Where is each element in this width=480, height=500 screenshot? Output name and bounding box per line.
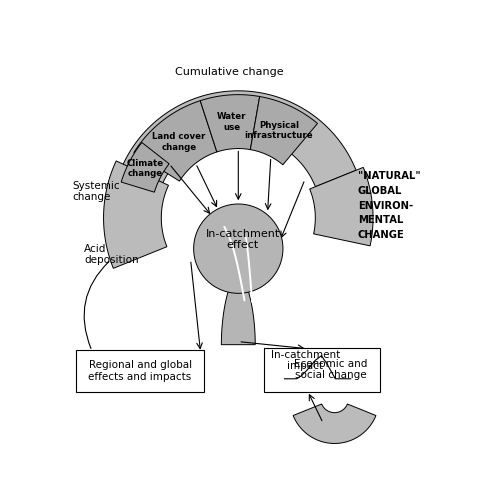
Text: Regional and global
effects and impacts: Regional and global effects and impacts xyxy=(88,360,192,382)
Text: Acid
deposition: Acid deposition xyxy=(84,244,139,266)
Polygon shape xyxy=(120,91,356,186)
Text: Physical
infrastructure: Physical infrastructure xyxy=(245,121,313,141)
Polygon shape xyxy=(134,100,217,181)
Text: Climate
change: Climate change xyxy=(127,159,164,178)
Text: In-catchment
impact: In-catchment impact xyxy=(271,350,340,372)
Polygon shape xyxy=(121,142,169,192)
Text: In-catchment
effect: In-catchment effect xyxy=(206,228,280,250)
Text: Land cover
change: Land cover change xyxy=(152,132,206,152)
Polygon shape xyxy=(200,94,260,152)
FancyBboxPatch shape xyxy=(76,350,204,392)
Polygon shape xyxy=(251,96,317,165)
Polygon shape xyxy=(293,404,376,444)
Text: MENTAL: MENTAL xyxy=(358,215,403,225)
Text: "NATURAL": "NATURAL" xyxy=(358,172,420,181)
Text: Water
use: Water use xyxy=(217,112,246,132)
Text: Cumulative change: Cumulative change xyxy=(175,67,283,77)
Polygon shape xyxy=(221,256,256,273)
Text: GLOBAL: GLOBAL xyxy=(358,186,402,196)
FancyArrowPatch shape xyxy=(84,262,108,348)
Text: ENVIRON-: ENVIRON- xyxy=(358,200,413,210)
FancyBboxPatch shape xyxy=(264,348,380,392)
Polygon shape xyxy=(221,276,255,344)
Polygon shape xyxy=(310,168,373,246)
Polygon shape xyxy=(104,161,168,268)
Text: Economic and
social change: Economic and social change xyxy=(294,358,367,380)
Text: Systemic
change: Systemic change xyxy=(73,180,120,202)
Circle shape xyxy=(193,204,283,294)
Text: CHANGE: CHANGE xyxy=(358,230,404,240)
